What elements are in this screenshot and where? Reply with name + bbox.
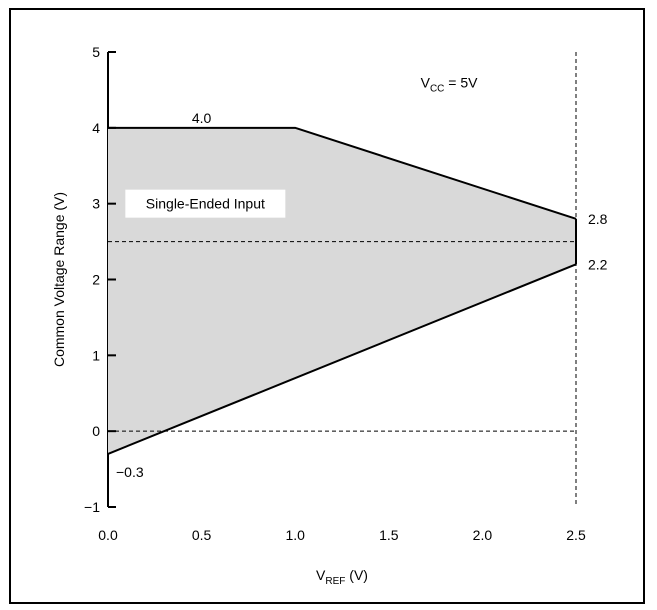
y-tick-label: 3 <box>92 196 100 212</box>
upper-boundary-line <box>108 126 577 220</box>
value-annotation: 4.0 <box>192 110 212 126</box>
feasible-region <box>108 127 576 454</box>
x-axis-label: VREF (V) <box>316 567 368 587</box>
x-tick-label: 0.0 <box>98 527 118 543</box>
x-tick-label: 0.5 <box>192 527 212 543</box>
y-tick-label: 1 <box>92 347 100 363</box>
condition-label: VCC = 5V <box>421 75 479 95</box>
value-annotation: −0.3 <box>116 464 144 480</box>
lower-boundary-line <box>107 263 577 455</box>
y-tick-label: 5 <box>92 44 100 60</box>
y-tick-label: 2 <box>92 272 100 288</box>
y-tick-label: 0 <box>92 423 100 439</box>
x-tick-label: 1.0 <box>285 527 305 543</box>
value-annotation: 2.8 <box>588 211 608 227</box>
y-axis-label: Common Voltage Range (V) <box>51 192 67 367</box>
y-tick-label: 4 <box>92 120 100 136</box>
labels: VREF (V) Common Voltage Range (V) 4.0 2.8 2.… <box>51 75 608 587</box>
plot-area <box>107 52 577 507</box>
value-annotation: 2.2 <box>588 256 608 272</box>
ticks: −1 0 1 2 3 4 5 0.0 0.5 1.0 1.5 2.0 2.5 <box>84 44 586 543</box>
y-tick-label: −1 <box>84 499 100 515</box>
x-tick-label: 1.5 <box>379 527 399 543</box>
x-tick-label: 2.0 <box>473 527 493 543</box>
region-label: Single-Ended Input <box>146 196 265 212</box>
x-tick-label: 2.5 <box>566 527 586 543</box>
region-label-box <box>125 189 286 218</box>
